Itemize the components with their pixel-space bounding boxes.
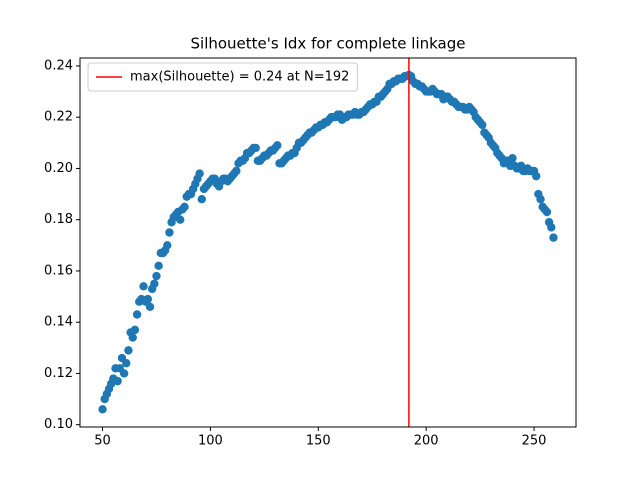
point: [128, 333, 137, 342]
y-tick-label: 0.20: [44, 161, 73, 176]
y-tick-label: 0.14: [44, 315, 73, 330]
point: [163, 241, 172, 250]
point: [536, 194, 545, 204]
point: [119, 369, 129, 378]
point: [113, 376, 122, 386]
point: [165, 228, 174, 237]
y-tick-label: 0.12: [44, 366, 73, 381]
point: [139, 282, 148, 291]
y-tick-label: 0.18: [44, 212, 73, 227]
legend: [87, 62, 358, 92]
point: [122, 358, 131, 368]
y-tick-label: 0.10: [44, 417, 73, 432]
legend-label: max(Silhouette) = 0.24 at N=192: [130, 70, 349, 85]
axes-frame: [79, 57, 577, 428]
point: [152, 271, 161, 281]
point: [195, 169, 204, 178]
x-tick-label: 200: [414, 434, 439, 449]
point: [547, 223, 556, 232]
point: [251, 143, 260, 153]
point: [542, 207, 552, 217]
point: [197, 194, 206, 204]
x-tick-label: 250: [522, 434, 547, 449]
chart-title: Silhouette's Idx for complete linkage: [191, 35, 466, 53]
point: [508, 153, 517, 163]
point: [478, 120, 487, 130]
point: [232, 166, 241, 176]
point: [150, 279, 159, 288]
point: [145, 302, 155, 312]
point: [273, 141, 282, 150]
y-tick-label: 0.24: [44, 58, 73, 73]
point: [176, 215, 185, 224]
point: [132, 310, 142, 319]
point: [549, 233, 558, 242]
point: [98, 405, 107, 414]
x-tick-label: 150: [306, 434, 331, 449]
point: [531, 171, 541, 181]
x-tick-label: 50: [94, 434, 111, 449]
y-tick-label: 0.16: [44, 263, 73, 278]
point: [180, 202, 189, 212]
x-tick-label: 100: [198, 434, 223, 449]
point: [130, 325, 140, 335]
point: [154, 261, 163, 271]
y-tick-label: 0.22: [44, 110, 73, 125]
point: [124, 346, 133, 355]
point: [143, 294, 153, 304]
